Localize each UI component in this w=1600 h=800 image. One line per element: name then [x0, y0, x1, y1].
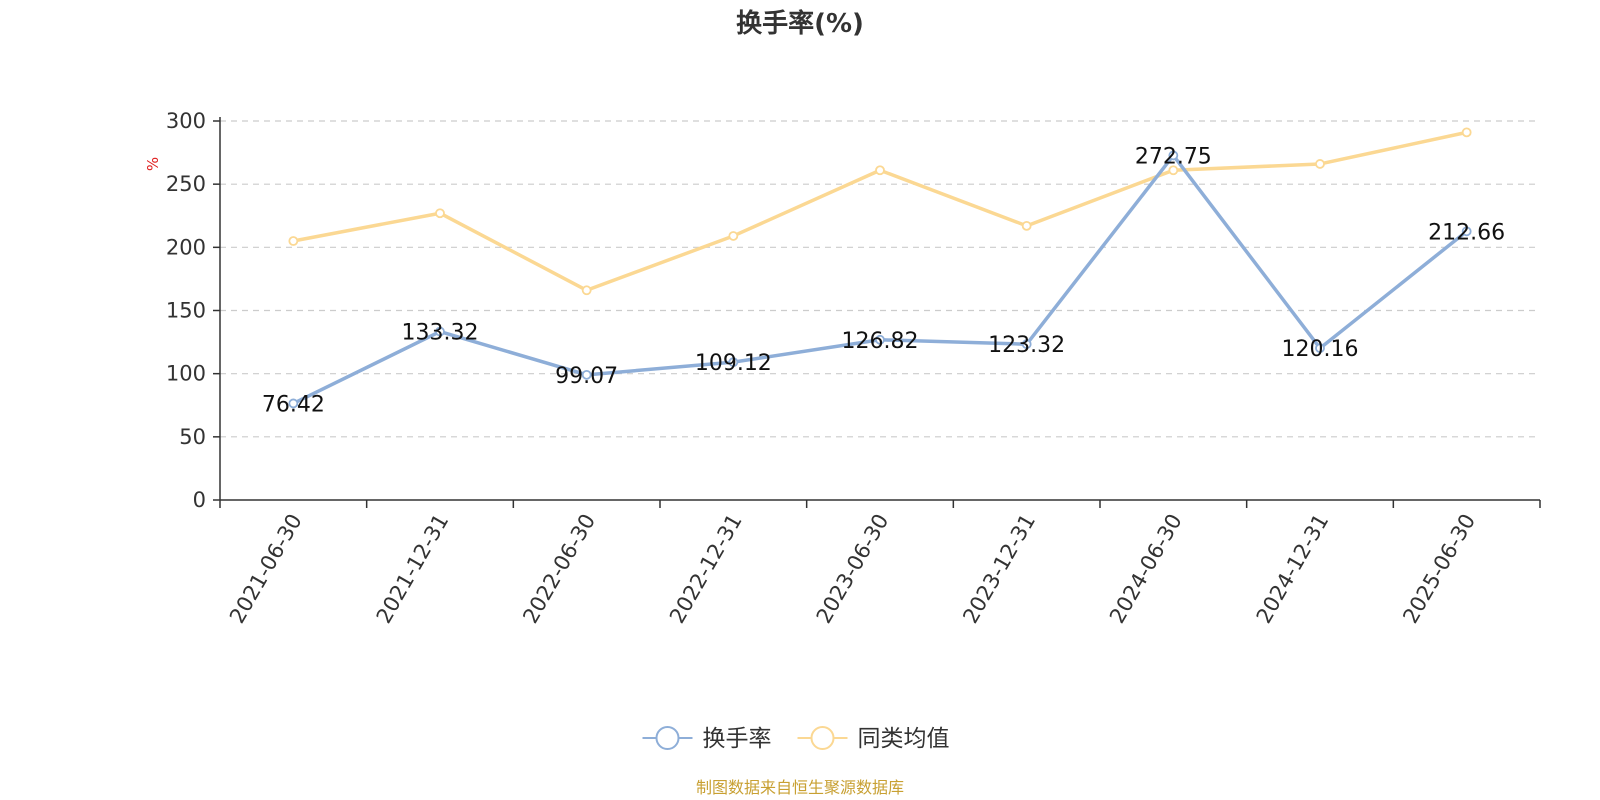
y-tick-label: 250 — [166, 172, 206, 196]
data-label: 76.42 — [262, 392, 325, 417]
chart-title: 换手率(%) — [736, 8, 864, 39]
data-label: 109.12 — [695, 351, 772, 376]
data-point — [728, 357, 739, 368]
data-point — [1461, 226, 1472, 237]
data-point — [875, 334, 885, 345]
y-tick-label: 200 — [166, 235, 206, 259]
legend-item[interactable]: 换手率 — [642, 726, 772, 752]
data-point — [1315, 159, 1325, 169]
data-point — [1021, 339, 1032, 350]
x-tick-label: 2025-06-30 — [1398, 510, 1480, 628]
y-tick-label: 300 — [166, 109, 206, 133]
data-point — [1168, 150, 1179, 161]
legend[interactable]: 换手率 同类均值 — [642, 726, 950, 752]
data-label: 120.16 — [1282, 337, 1359, 362]
x-tick-label: 2023-06-30 — [812, 510, 894, 628]
legend-marker — [810, 726, 835, 750]
y-tick-label: 0 — [193, 488, 206, 512]
series-line — [291, 153, 1469, 406]
axes: 0 50 100 150 200 250 300 2021-06-30 2021-12-31 20… — [166, 109, 1541, 628]
data-point — [1461, 127, 1472, 138]
data-label: 126.82 — [842, 329, 919, 354]
data-point — [1021, 220, 1032, 231]
data-point — [728, 231, 739, 241]
y-axis-unit: % — [144, 157, 162, 171]
data-point — [435, 208, 445, 219]
series-line — [291, 130, 1469, 293]
data-point — [435, 326, 445, 337]
series-lines — [288, 127, 1472, 409]
source-note: 制图数据来自恒生聚源数据库 — [696, 778, 904, 797]
legend-marker — [655, 726, 680, 750]
y-tick-label: 100 — [166, 362, 206, 386]
grid-lines — [220, 120, 1540, 438]
y-tick-label: 150 — [166, 299, 206, 323]
data-label: 123.32 — [988, 333, 1065, 358]
data-labels: 76.42 133.32 99.07 109.12 126.82 123.32 272.75… — [262, 144, 1505, 417]
legend-label: 换手率 — [703, 726, 772, 752]
data-label: 133.32 — [402, 321, 479, 346]
x-tick-label: 2024-12-31 — [1252, 510, 1334, 628]
x-tick-label: 2022-12-31 — [665, 510, 747, 628]
legend-item[interactable]: 同类均值 — [797, 726, 950, 752]
data-point — [581, 369, 592, 380]
x-tick-label: 2021-12-31 — [372, 510, 454, 628]
data-label: 272.75 — [1135, 144, 1212, 169]
data-point — [288, 236, 299, 246]
x-tick-label: 2022-06-30 — [518, 510, 600, 628]
data-label: 212.66 — [1428, 220, 1505, 245]
data-point — [875, 165, 885, 176]
data-point — [1315, 343, 1325, 354]
y-tick-label: 50 — [179, 425, 206, 449]
data-label: 99.07 — [555, 364, 618, 389]
data-point — [581, 285, 592, 296]
x-tick-label: 2024-06-30 — [1105, 510, 1187, 628]
data-point — [1168, 165, 1179, 176]
data-point — [288, 398, 299, 409]
legend-label: 同类均值 — [858, 726, 950, 752]
x-tick-label: 2023-12-31 — [958, 510, 1040, 628]
x-tick-label: 2021-06-30 — [225, 510, 307, 628]
